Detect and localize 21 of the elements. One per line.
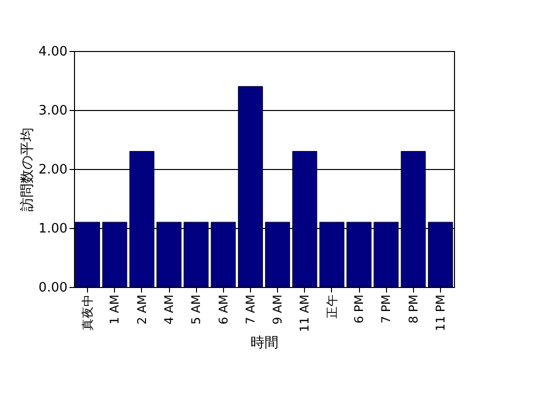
x-tick-label: 11 PM — [433, 294, 448, 332]
x-axis-title: 時間 — [250, 335, 278, 352]
x-tick-label: 11 AM — [298, 294, 312, 332]
y-tick-label: 0.00 — [38, 280, 68, 296]
x-tick-label: 6 PM — [352, 294, 366, 324]
x-tick-label: 7 PM — [379, 294, 394, 324]
x-tick-label: 9 AM — [270, 294, 285, 325]
y-tick-label: 4.00 — [38, 44, 68, 60]
x-tick-label: 1 AM — [108, 294, 122, 325]
x-tick-label: 5 AM — [189, 294, 204, 325]
x-tick-label: 8 PM — [406, 294, 420, 324]
y-tick-label: 3.00 — [38, 104, 68, 118]
x-tick-label: 6 AM — [216, 294, 230, 325]
x-tick-label: 7 AM — [243, 294, 258, 325]
y-tick-label: 2.00 — [38, 162, 68, 178]
y-axis-title: 訪問数の平均 — [20, 128, 36, 212]
x-tick-label: 2 AM — [134, 294, 149, 325]
x-tick-label: 真夜中 — [80, 294, 95, 330]
x-tick-label: 4 AM — [162, 294, 176, 325]
y-tick-label: 1.00 — [38, 222, 68, 236]
x-tick-label: 正午 — [324, 294, 339, 318]
